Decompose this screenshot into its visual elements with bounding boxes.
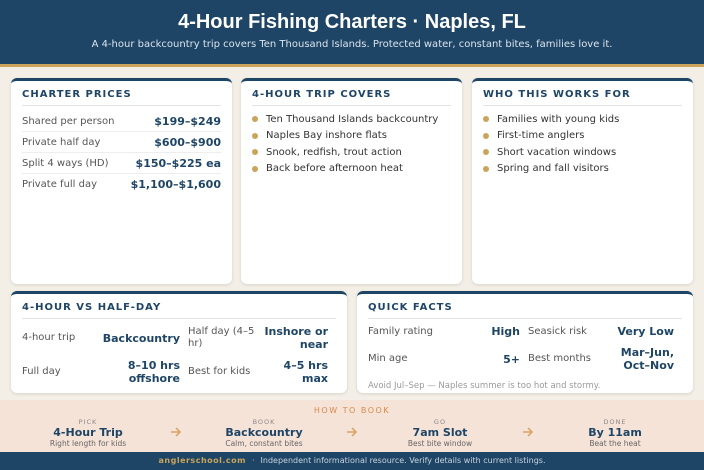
card-title: WHO THIS WORKS FOR	[483, 89, 682, 106]
fact-label: Full day	[22, 366, 61, 377]
fact-label: 4-hour trip	[22, 332, 76, 343]
arrow	[522, 427, 533, 437]
footer: anglerschool.com · Independent information…	[0, 452, 704, 470]
price-row: Shared per person $199–$249	[22, 111, 221, 132]
list-item: Spring and fall visitors	[483, 161, 682, 178]
list-item: Ten Thousand Islands backcountry	[252, 111, 451, 128]
separator: ·	[251, 456, 255, 465]
covers-card: 4-HOUR TRIP COVERS Ten Thousand Islands b…	[241, 78, 462, 284]
fact-value: Very Low	[617, 325, 674, 338]
card-title: CHARTER PRICES	[22, 89, 221, 106]
step-label: BOOK	[252, 418, 276, 426]
step: BOOK Backcountry Calm, constant bites	[189, 418, 339, 448]
arrow	[347, 427, 358, 437]
price-label: Private half day	[22, 136, 101, 148]
fact-value: High	[491, 325, 520, 338]
fact-value: Mar–Jun, Oct–Nov	[620, 346, 674, 372]
note: Avoid Jul–Sep — Naples summer is too hot…	[368, 381, 601, 391]
step-label: DONE	[603, 418, 627, 426]
fact-value: 4–5 hrs max	[283, 359, 328, 385]
list-item: Snook, redfish, trout action	[252, 144, 451, 161]
price-row: Private half day $600–$900	[22, 132, 221, 153]
step-title: By 11am	[588, 426, 642, 439]
price-value: $1,100–$1,600	[130, 178, 221, 191]
price-label: Private full day	[22, 179, 98, 190]
fact-value: Inshore or near	[264, 325, 328, 351]
how-to-book: HOW TO BOOK PICK 4-Hour Trip Right length …	[0, 400, 704, 452]
step-sub: Calm, constant bites	[225, 439, 303, 448]
prices-card: CHARTER PRICES Shared per person $199–$249…	[11, 78, 232, 284]
step: PICK 4-Hour Trip Right length for kids	[13, 418, 163, 448]
step-label: GO	[433, 418, 447, 426]
brand: anglerschool.com	[158, 456, 246, 465]
step: GO 7am Slot Best bite window	[365, 418, 515, 448]
step-title: 7am Slot	[412, 426, 468, 439]
card-title: 4-HOUR TRIP COVERS	[252, 89, 451, 106]
step-sub: Beat the heat	[589, 439, 641, 448]
card-title: QUICK FACTS	[368, 302, 682, 319]
arrow	[171, 427, 182, 437]
fact-value: 8–10 hrs offshore	[127, 359, 180, 385]
list-item: Families with young kids	[483, 111, 682, 128]
fact-grid: Family rating High Seasick risk Very Low Min…	[368, 325, 682, 372]
who-card: WHO THIS WORKS FOR Families with young ki…	[472, 78, 693, 284]
fact-label: Family rating	[368, 325, 433, 337]
subtitle: A 4-hour backcountry trip covers Ten Tho…	[91, 39, 613, 50]
fact-label: Half day (4–5 hr)	[188, 326, 255, 349]
fact-label: Best months	[528, 353, 591, 364]
fact-grid: 4-hour trip Backcountry Half day (4–5 hr) I…	[22, 325, 336, 385]
step-sub: Best bite window	[407, 439, 473, 448]
section-title: HOW TO BOOK	[313, 406, 391, 415]
fact-value: 5+	[503, 352, 520, 366]
facts-card: QUICK FACTS Family rating High Seasick risk…	[357, 291, 693, 393]
price-row: Split 4 ways (HD) $150–$225 ea	[22, 153, 221, 174]
step-label: PICK	[78, 418, 98, 426]
price-value: $150–$225 ea	[135, 156, 221, 170]
price-label: Split 4 ways (HD)	[22, 157, 109, 169]
card-title: 4-HOUR VS HALF-DAY	[22, 302, 336, 319]
fact-label: Best for kids	[188, 366, 251, 377]
list-item: Back before afternoon heat	[252, 161, 451, 178]
step-title: 4-Hour Trip	[53, 426, 123, 439]
price-value: $199–$249	[154, 114, 221, 128]
compare-card: 4-HOUR VS HALF-DAY 4-hour trip Backcountry…	[11, 291, 347, 393]
fact-label: Seasick risk	[528, 325, 587, 337]
list-item: First-time anglers	[483, 128, 682, 145]
title: 4-Hour Fishing Charters · Naples, FL	[178, 11, 526, 33]
list-item: Naples Bay inshore flats	[252, 128, 451, 145]
divider	[0, 64, 704, 67]
footer-text: Independent informational resource. Veri…	[260, 456, 546, 465]
fact-label: Min age	[368, 353, 408, 364]
header: 4-Hour Fishing Charters · Naples, FL A 4…	[0, 0, 704, 64]
price-label: Shared per person	[22, 115, 115, 127]
list-item: Short vacation windows	[483, 144, 682, 161]
step-sub: Right length for kids	[49, 439, 127, 448]
step-title: Backcountry	[225, 426, 303, 439]
step: DONE By 11am Beat the heat	[540, 418, 690, 448]
price-value: $600–$900	[154, 135, 221, 149]
price-row: Private full day $1,100–$1,600	[22, 174, 221, 195]
fact-value: Backcountry	[102, 331, 180, 345]
